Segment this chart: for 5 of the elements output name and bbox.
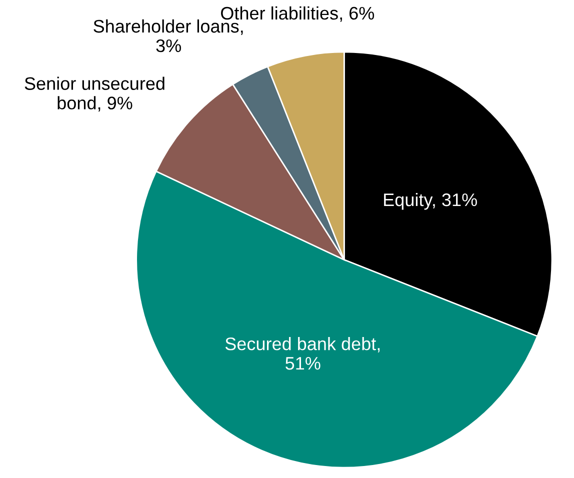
slice-label: Other liabilities, 6%	[221, 6, 374, 22]
slice-label: Secured bank debt, 51%	[225, 337, 380, 370]
slice-label: Senior unsecured bond, 9%	[24, 76, 164, 112]
slice-label: Shareholder loans, 3%	[94, 19, 243, 52]
slice-label: Equity, 31%	[384, 192, 477, 210]
